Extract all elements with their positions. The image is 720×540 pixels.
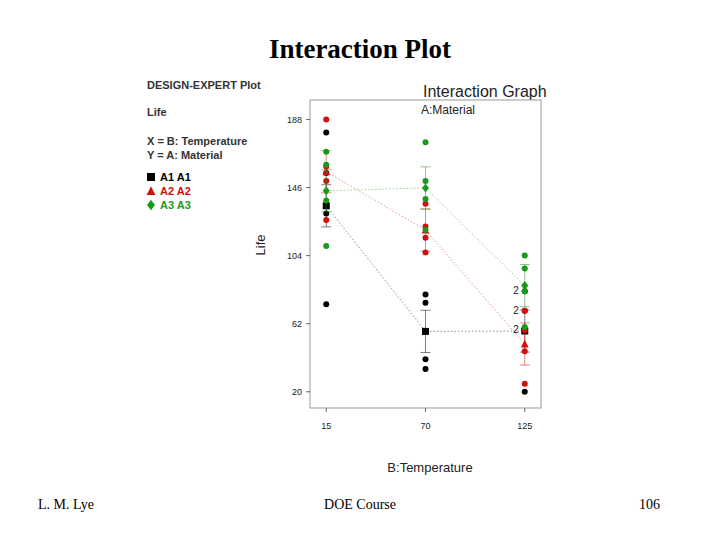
mean-marker <box>521 281 528 290</box>
error-bar-cap <box>321 226 331 227</box>
annotation: 2 <box>513 324 519 335</box>
error-bar-cap <box>321 211 331 212</box>
error-bar <box>421 310 431 352</box>
observation-point <box>522 253 528 259</box>
header-line: Y = A: Material <box>147 149 223 161</box>
observation-point <box>323 301 329 307</box>
legend-marker <box>147 200 155 210</box>
page-number: 106 <box>639 497 660 512</box>
y-tick <box>306 119 310 120</box>
slide-title: Interaction Plot <box>269 34 451 64</box>
legend-label: A1 A1 <box>160 171 191 183</box>
error-bar-cap <box>520 365 530 366</box>
chart-title: Interaction Graph <box>423 83 547 100</box>
mean-marker <box>422 183 429 192</box>
error-bar-cap <box>520 322 530 323</box>
y-tick-label: 146 <box>287 183 302 193</box>
x-tick-label: 125 <box>517 421 532 431</box>
error-bar-cap <box>421 310 431 311</box>
observation-point <box>323 116 329 122</box>
annotation: 2 <box>513 285 519 296</box>
y-tick <box>306 323 310 324</box>
error-bar-cap <box>421 251 431 252</box>
x-tick-label: 15 <box>321 421 331 431</box>
observation-point <box>423 356 429 362</box>
plot-marks <box>321 116 530 394</box>
legend-label: A2 A2 <box>160 185 191 197</box>
y-tick-label: 188 <box>287 115 302 125</box>
mean-marker <box>323 186 330 195</box>
observation-point <box>423 139 429 145</box>
slide: Interaction Plot L. M. Lye DOE Course 106 DE… <box>0 0 720 540</box>
legend-marker <box>147 186 156 195</box>
header-line: DESIGN-EXPERT Plot <box>147 79 261 91</box>
error-bar-cap <box>421 209 431 210</box>
y-tick-label: 20 <box>292 387 302 397</box>
error-bar <box>520 323 530 365</box>
y-tick <box>306 255 310 256</box>
observation-point <box>423 300 429 306</box>
y-tick <box>306 187 310 188</box>
x-tick <box>326 408 327 412</box>
legend-marker <box>147 173 155 181</box>
observation-point <box>323 243 329 249</box>
observation-point <box>522 381 528 387</box>
footer-left: L. M. Lye <box>38 497 94 512</box>
chart-subtitle: A:Material <box>421 103 475 117</box>
error-bar-cap <box>421 166 431 167</box>
observation-point <box>323 129 329 135</box>
error-bar-cap <box>421 209 431 210</box>
annotation: 2 <box>513 305 519 316</box>
error-bar <box>321 170 331 212</box>
observation-point <box>522 308 528 314</box>
observation-point <box>522 324 528 330</box>
y-axis-label: Life <box>253 235 268 256</box>
legend-label: A3 A3 <box>160 199 191 211</box>
x-tick <box>425 408 426 412</box>
header-line: X = B: Temperature <box>147 135 247 147</box>
mean-marker <box>422 328 429 335</box>
x-tick-label: 70 <box>420 421 430 431</box>
mean-marker <box>422 226 430 234</box>
observation-point <box>323 149 329 155</box>
mean-marker <box>521 340 529 348</box>
y-tick-label: 62 <box>292 319 302 329</box>
footer-center: DOE Course <box>324 497 396 512</box>
error-bar-cap <box>520 306 530 307</box>
error-bar-cap <box>421 352 431 353</box>
observation-point <box>522 389 528 395</box>
observation-point <box>323 162 329 168</box>
observation-point <box>522 308 528 314</box>
error-bar <box>421 167 431 209</box>
y-tick <box>306 391 310 392</box>
x-axis-label: B:Temperature <box>387 460 472 475</box>
error-bar <box>421 209 431 251</box>
x-tick <box>524 408 525 412</box>
error-bar-cap <box>520 264 530 265</box>
header-line: Life <box>147 106 167 118</box>
plot-frame <box>310 100 541 408</box>
observation-point <box>423 227 429 233</box>
y-tick-label: 104 <box>287 251 302 261</box>
observation-point <box>423 292 429 298</box>
error-bar-cap <box>321 169 331 170</box>
observation-point <box>323 217 329 223</box>
error-bar <box>520 265 530 307</box>
observation-point <box>423 366 429 372</box>
